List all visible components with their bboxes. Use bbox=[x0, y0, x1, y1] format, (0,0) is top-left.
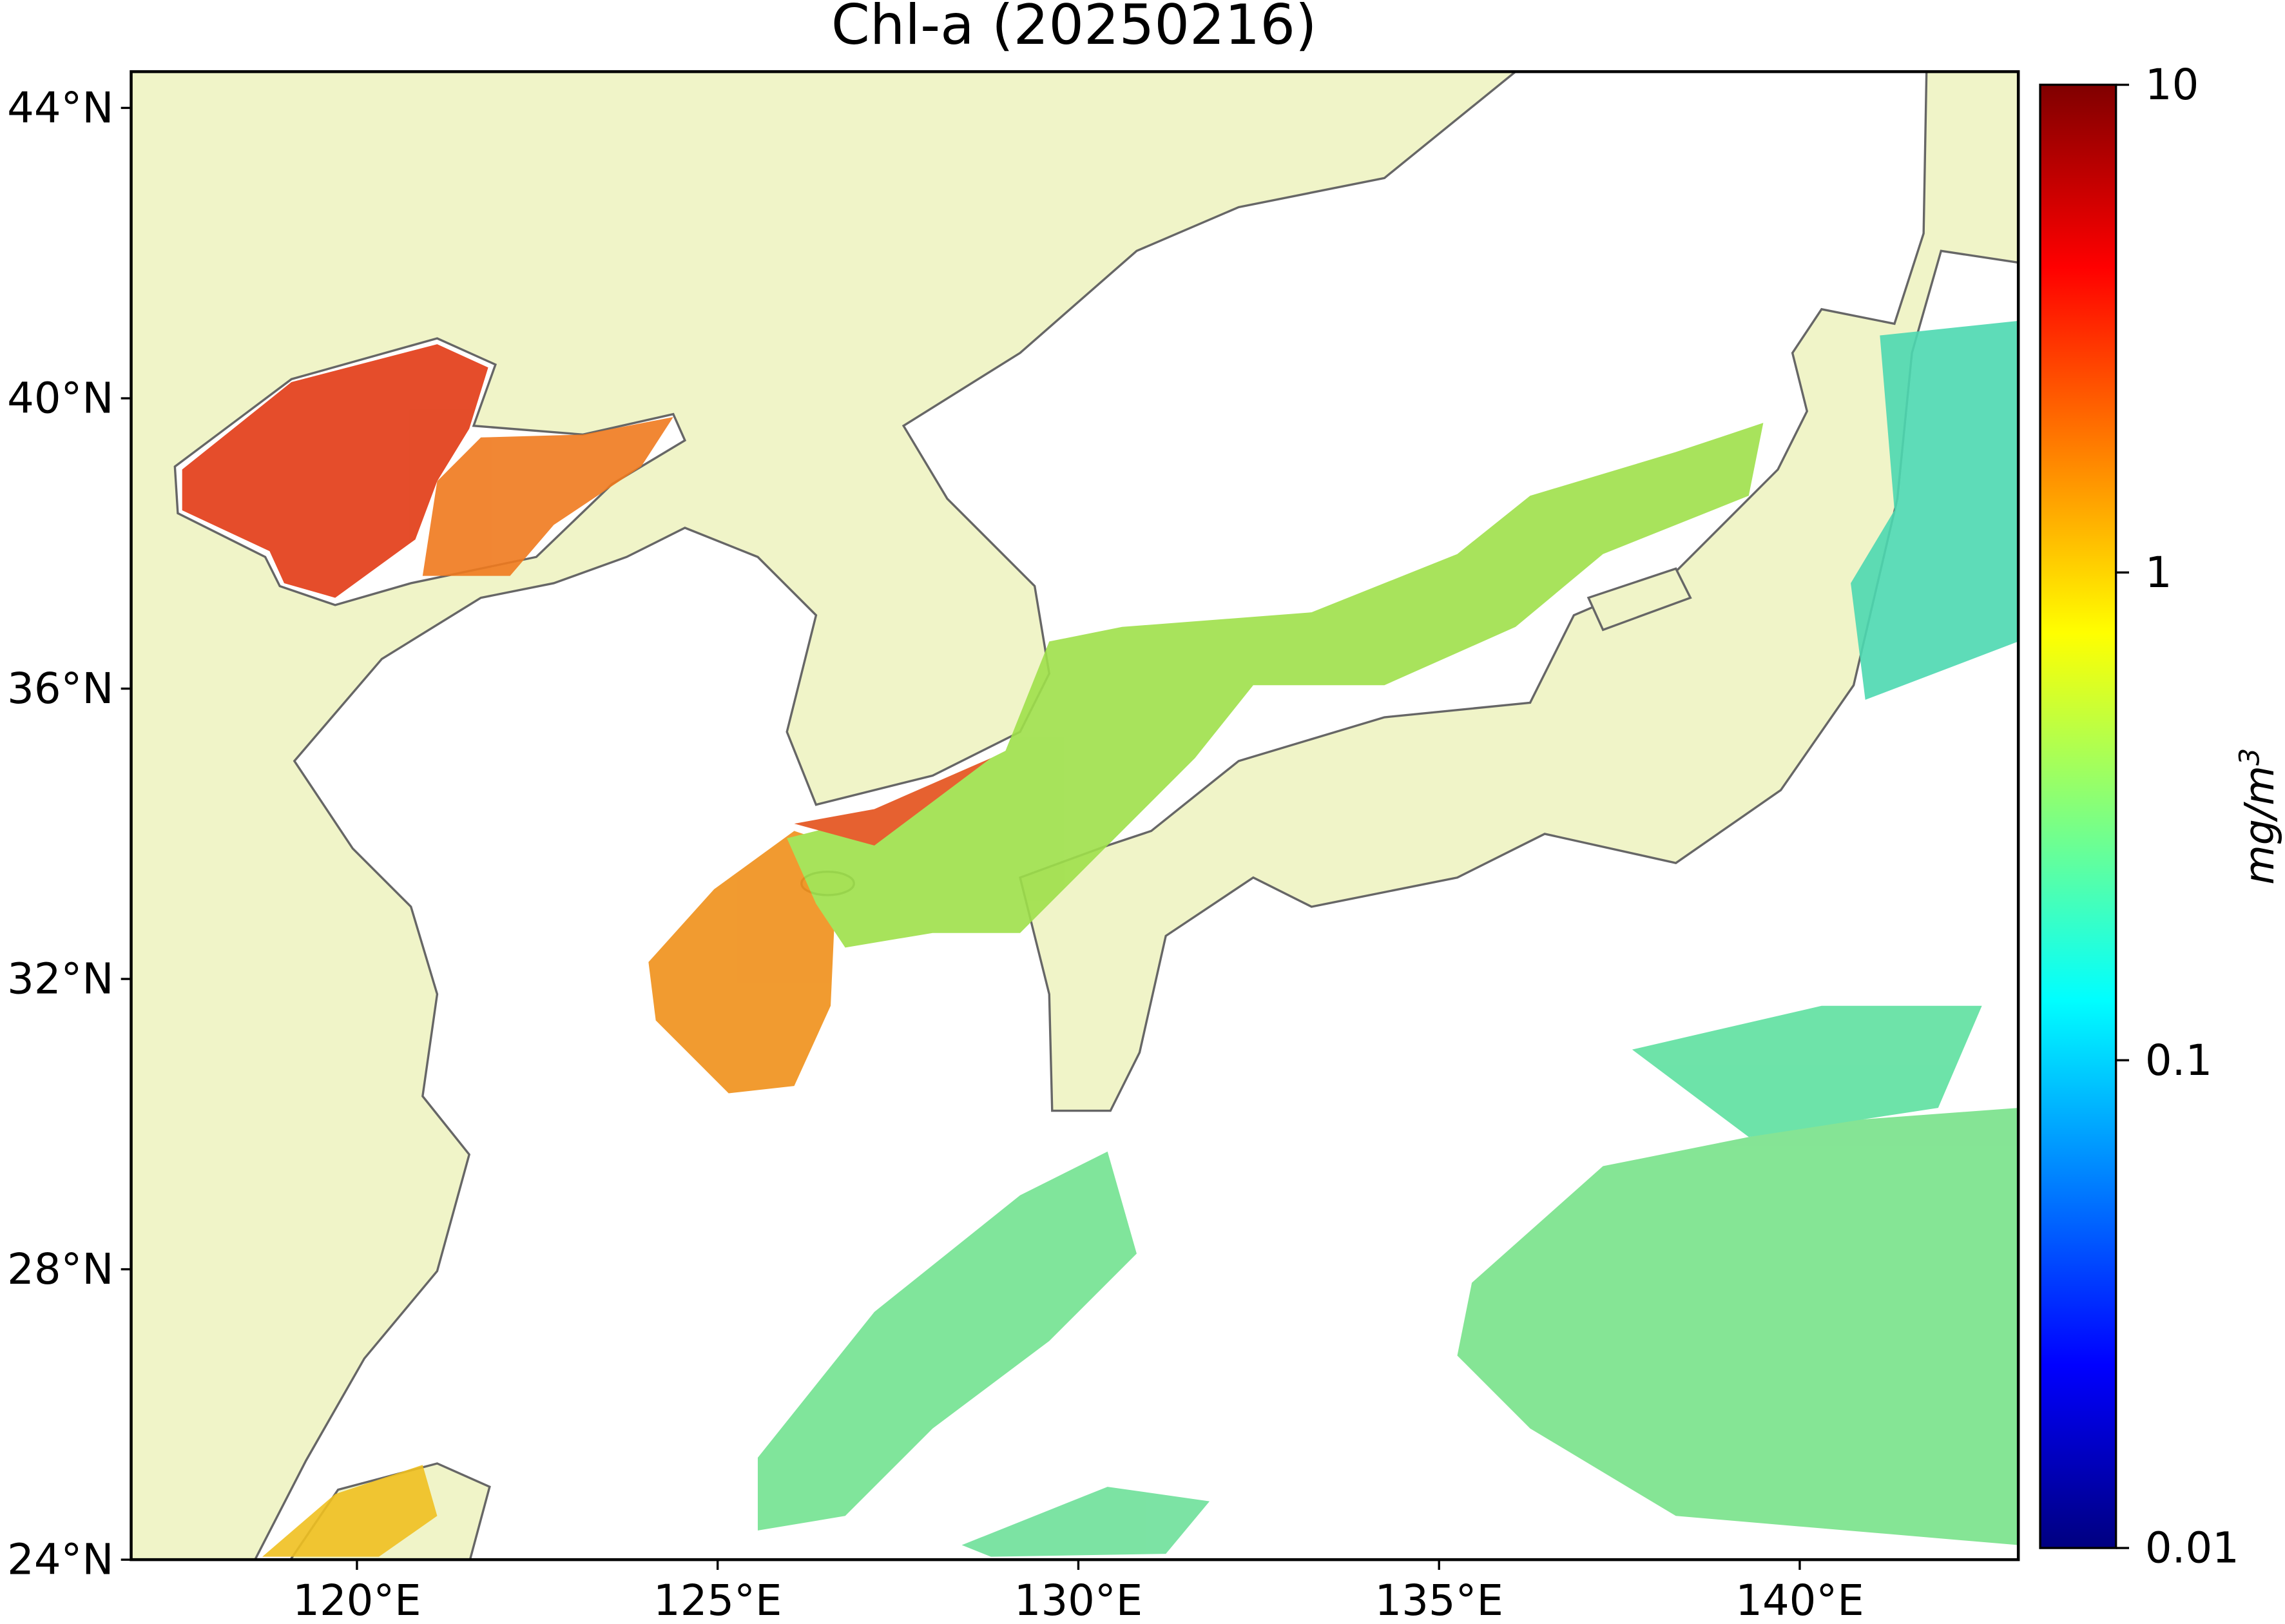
chl-patch bbox=[1457, 1108, 2019, 1545]
chlorophyll-field bbox=[182, 320, 2019, 1557]
x-tick-label: 120°E bbox=[293, 1576, 421, 1624]
x-tick-label: 135°E bbox=[1374, 1576, 1503, 1624]
colorbar-tick-label: 10 bbox=[2145, 61, 2199, 110]
chl-patch bbox=[1632, 1005, 1982, 1137]
chl-patch bbox=[787, 423, 1764, 948]
y-tick-label: 44°N bbox=[7, 84, 113, 133]
colorbar bbox=[2039, 83, 2117, 1549]
map-area bbox=[131, 72, 2019, 1560]
colorbar-tick-label: 0.01 bbox=[2145, 1524, 2239, 1573]
map-title: Chl-a (20250216) bbox=[831, 0, 1317, 57]
island bbox=[1586, 567, 1692, 632]
map-frame bbox=[130, 70, 2020, 1561]
colorbar-label-base: mg/m bbox=[2235, 766, 2283, 885]
colorbar-label-superscript: 3 bbox=[2233, 748, 2266, 766]
y-tick-label: 28°N bbox=[7, 1245, 113, 1294]
colorbar-label: mg/m3 bbox=[2233, 748, 2283, 885]
chl-patch bbox=[757, 1151, 1137, 1531]
x-tick-label: 140°E bbox=[1735, 1576, 1864, 1624]
y-tick-label: 24°N bbox=[7, 1536, 113, 1585]
colorbar-tick-label: 1 bbox=[2145, 548, 2172, 597]
x-tick-label: 125°E bbox=[653, 1576, 782, 1624]
y-tick-label: 40°N bbox=[7, 374, 113, 423]
chl-patch bbox=[1851, 320, 2019, 700]
colorbar-tick-label: 0.1 bbox=[2145, 1036, 2212, 1085]
chl-patch bbox=[422, 417, 673, 576]
chl-patch bbox=[182, 344, 488, 598]
chl-patch bbox=[262, 1465, 438, 1557]
chl-patch bbox=[648, 831, 838, 1094]
chl-patch bbox=[794, 758, 991, 846]
chl-patch bbox=[961, 1487, 1210, 1557]
x-tick-label: 130°E bbox=[1014, 1576, 1142, 1624]
y-tick-label: 32°N bbox=[7, 955, 113, 1004]
y-tick-label: 36°N bbox=[7, 664, 113, 713]
